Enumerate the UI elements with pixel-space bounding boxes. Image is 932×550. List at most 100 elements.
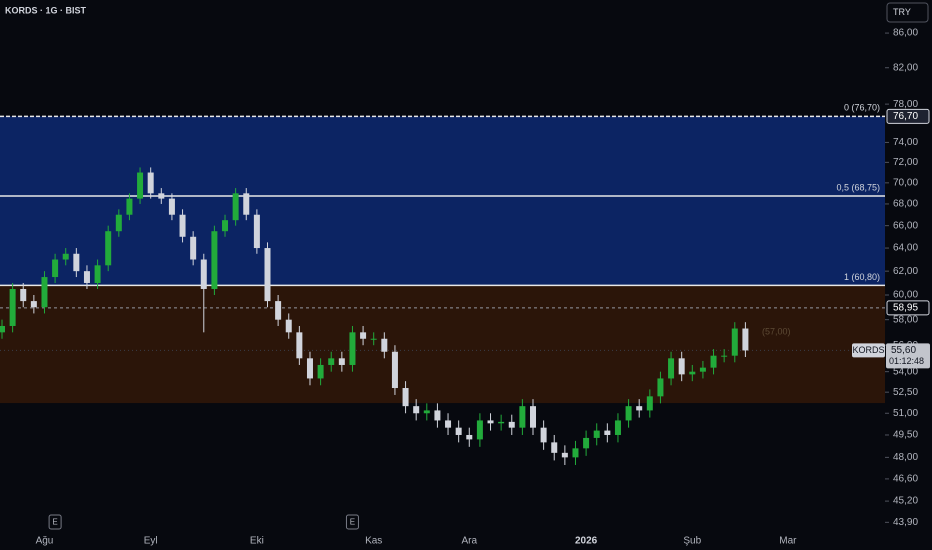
earnings-label: E [52, 518, 57, 527]
last-price-box [886, 343, 930, 369]
candle-body [604, 430, 611, 435]
candle-body [721, 355, 728, 357]
candle-body [455, 427, 462, 435]
level-price-box [886, 108, 930, 124]
fib-level-label: 0 (76,70) [844, 103, 880, 113]
candle-body [200, 259, 207, 289]
x-tick-label: Eyl [144, 536, 158, 547]
candle-body [349, 332, 356, 365]
candle-body [126, 198, 133, 215]
x-tick-label: Şub [683, 536, 701, 547]
x-tick-label: Mar [779, 536, 797, 547]
candle-body [678, 358, 685, 375]
candle-body [646, 396, 653, 411]
candle-body [338, 358, 345, 365]
candle-body [285, 319, 292, 333]
candle-body [41, 277, 48, 308]
y-tick-label: 62,00 [893, 266, 918, 277]
candle-body [0, 325, 5, 333]
candle-body [317, 364, 324, 379]
candle-body [434, 410, 441, 421]
candle-body [328, 358, 335, 365]
fib-zone-lower [0, 285, 885, 404]
candle-body [30, 301, 37, 308]
candle-body [264, 248, 271, 302]
countdown-label: 01:12:48 [889, 356, 924, 366]
reference-price-label: 58,95 [893, 302, 918, 313]
fib-level-label: 0,5 (68,75) [836, 182, 880, 192]
candle-body [731, 328, 738, 356]
candle-body [9, 288, 16, 326]
y-tick-label: 45,20 [893, 496, 918, 507]
earnings-label: E [350, 518, 355, 527]
candle-body [168, 198, 175, 215]
candle-body [115, 214, 122, 232]
candle-body [487, 420, 494, 424]
fib-level-label: 1 (60,80) [844, 272, 880, 282]
candle-body [73, 253, 80, 272]
y-tick-label: 49,50 [893, 430, 918, 441]
candle-body [360, 332, 367, 339]
candle-body [391, 351, 398, 389]
candle-body [20, 288, 27, 302]
currency-button[interactable] [886, 2, 929, 23]
candle-body [402, 388, 409, 407]
candle-body [94, 265, 101, 283]
candle-body [625, 406, 632, 421]
candle-body [222, 220, 229, 232]
y-tick-label: 82,00 [893, 62, 918, 73]
candle-body [137, 172, 144, 199]
candle-body [508, 421, 515, 428]
candle-body [614, 420, 621, 435]
candle-body [445, 420, 452, 428]
y-tick-label: 52,50 [893, 387, 918, 398]
reference-price-box [886, 300, 930, 316]
candle-body [498, 421, 505, 424]
currency-label[interactable]: TRY [893, 7, 911, 17]
symbol-title: KORDS · 1G · BIST [5, 5, 87, 15]
y-tick-label: 58,00 [893, 314, 918, 325]
candle-body [657, 378, 664, 397]
x-tick-label: Ara [461, 536, 477, 547]
candle-body [636, 406, 643, 411]
symbol-tag-box [852, 343, 885, 358]
price-annotation: (57,00) [762, 327, 791, 337]
x-tick-label: Kas [365, 536, 382, 547]
fib-zone-upper [0, 116, 885, 286]
candle-body [190, 236, 197, 260]
x-tick-label: Eki [250, 536, 264, 547]
candle-body [583, 437, 590, 449]
candle-body [423, 410, 430, 414]
y-tick-label: 60,00 [893, 290, 918, 301]
candle-body [232, 193, 239, 221]
candle-body [742, 328, 749, 351]
candle-body [243, 193, 250, 215]
candle-body [413, 406, 420, 414]
candle-body [275, 301, 282, 320]
y-tick-label: 72,00 [893, 157, 918, 168]
y-tick-label: 74,00 [893, 137, 918, 148]
y-tick-label: 70,00 [893, 177, 918, 188]
candle-body [519, 406, 526, 428]
candle-body [668, 358, 675, 379]
earnings-marker [345, 514, 359, 530]
candle-body [551, 442, 558, 453]
candle-body [370, 338, 377, 340]
x-tick-label: Ağu [36, 536, 54, 547]
y-tick-label: 78,00 [893, 99, 918, 110]
candle-body [105, 231, 112, 266]
y-tick-label: 64,00 [893, 243, 918, 254]
candle-body [158, 193, 165, 199]
candle-body [52, 259, 59, 278]
y-tick-label: 54,00 [893, 366, 918, 377]
candle-body [572, 448, 579, 458]
y-tick-label: 43,90 [893, 517, 918, 528]
y-tick-label: 86,00 [893, 28, 918, 39]
candle-body [593, 430, 600, 438]
candle-body [179, 214, 186, 237]
candle-body [296, 332, 303, 359]
x-tick-label: 2026 [575, 536, 598, 547]
candle-body [476, 420, 483, 440]
earnings-marker [48, 514, 62, 530]
